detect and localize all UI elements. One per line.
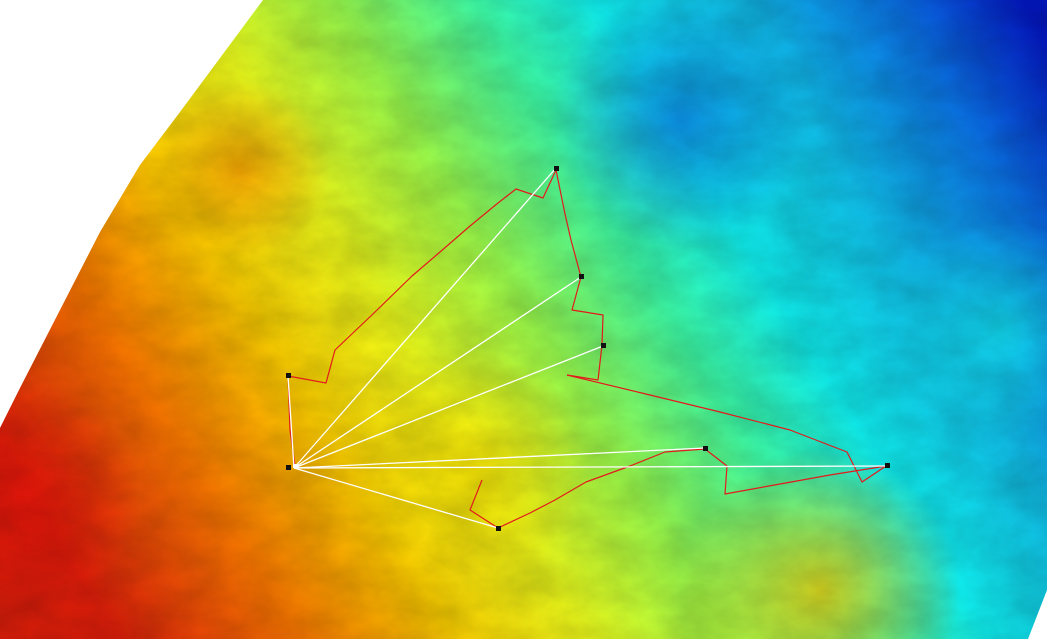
connection-line xyxy=(293,276,582,469)
connection-line xyxy=(293,447,706,469)
station-point[interactable] xyxy=(579,274,584,279)
connection-line xyxy=(287,375,295,469)
connection-line xyxy=(293,167,557,469)
connection-line xyxy=(293,465,888,469)
station-point[interactable] xyxy=(601,343,606,348)
station-point[interactable] xyxy=(496,526,501,531)
station-point[interactable] xyxy=(554,166,559,171)
hub-connections xyxy=(287,167,888,529)
route-segment-north xyxy=(287,169,604,467)
route-path xyxy=(287,169,887,529)
station-markers xyxy=(286,166,890,531)
station-point[interactable] xyxy=(885,463,890,468)
route-segment-east xyxy=(469,374,887,529)
station-point-hub-label xyxy=(293,464,298,468)
connection-line xyxy=(293,467,499,529)
station-point-hub[interactable] xyxy=(286,465,291,470)
station-point[interactable] xyxy=(286,373,291,378)
station-point[interactable] xyxy=(703,446,708,451)
connection-line xyxy=(293,345,604,469)
